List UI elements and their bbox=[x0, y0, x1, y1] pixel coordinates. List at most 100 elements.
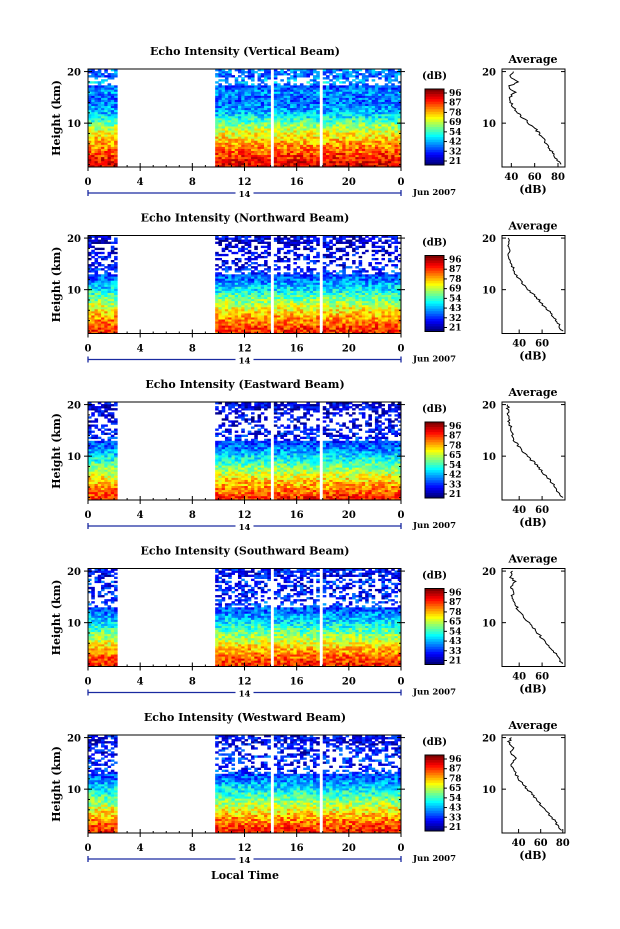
colorbar-step bbox=[425, 142, 444, 146]
x-tick-label: 16 bbox=[290, 177, 304, 188]
x-tick-label: 16 bbox=[290, 510, 304, 521]
colorbar-step bbox=[425, 285, 444, 289]
colorbar-step bbox=[425, 457, 444, 461]
colorbar-step bbox=[425, 132, 444, 135]
panel-title: Echo Intensity (Westward Beam) bbox=[144, 711, 346, 724]
y-axis-label: Height (km) bbox=[50, 413, 63, 489]
colorbar-step bbox=[425, 593, 444, 597]
average-x-tick-label: 40 bbox=[512, 672, 526, 683]
colorbar-step bbox=[425, 803, 444, 807]
x-tick-label: 12 bbox=[238, 344, 252, 355]
colorbar-step bbox=[425, 323, 444, 327]
colorbar-tick-label: 21 bbox=[449, 657, 462, 667]
date-label: Jun 2007 bbox=[412, 854, 456, 864]
colorbar-tick-label: 65 bbox=[449, 451, 462, 461]
colorbar-step bbox=[425, 109, 444, 113]
colorbar-tick-label: 96 bbox=[449, 422, 462, 432]
colorbar-step bbox=[425, 775, 444, 779]
date-marker: 14 bbox=[239, 690, 251, 700]
average-x-tick-label: 40 bbox=[512, 339, 526, 350]
colorbar-step bbox=[425, 454, 444, 458]
x-tick-label: 4 bbox=[137, 344, 144, 355]
colorbar-step bbox=[425, 311, 444, 315]
colorbar bbox=[425, 422, 444, 499]
average-title: Average bbox=[507, 719, 557, 732]
colorbar-step bbox=[425, 621, 444, 625]
colorbar-step bbox=[425, 449, 444, 453]
average-y-tick-label: 20 bbox=[482, 68, 496, 79]
colorbar-step bbox=[425, 772, 444, 776]
colorbar-step bbox=[425, 162, 444, 166]
x-tick-label: 0 bbox=[85, 177, 92, 188]
average-frame bbox=[501, 68, 566, 168]
colorbar-step bbox=[425, 601, 444, 605]
colorbar-step bbox=[425, 808, 444, 812]
average-y-tick-label: 20 bbox=[482, 234, 496, 245]
colorbar-step bbox=[425, 260, 444, 264]
colorbar-step bbox=[425, 828, 444, 832]
average-x-tick-label: 40 bbox=[512, 838, 526, 849]
colorbar-step bbox=[425, 654, 444, 658]
date-marker: 14 bbox=[239, 357, 251, 367]
colorbar-step bbox=[425, 106, 444, 110]
date-label: Jun 2007 bbox=[412, 521, 456, 531]
average-x-label: (dB) bbox=[519, 849, 546, 862]
colorbar-tick-label: 42 bbox=[449, 471, 462, 481]
colorbar-step bbox=[425, 119, 444, 123]
y-tick-label: 20 bbox=[67, 234, 81, 245]
colorbar-step bbox=[425, 293, 444, 297]
average-y-tick-label: 10 bbox=[482, 119, 496, 130]
average-title: Average bbox=[507, 553, 557, 566]
colorbar-step bbox=[425, 280, 444, 284]
colorbar-step bbox=[425, 437, 444, 441]
y-tick-label: 10 bbox=[67, 286, 81, 297]
colorbar-step bbox=[425, 255, 444, 259]
colorbar-step bbox=[425, 490, 444, 494]
colorbar-step bbox=[425, 313, 444, 317]
colorbar-step bbox=[425, 270, 444, 274]
average-profile-line bbox=[507, 237, 564, 332]
colorbar-step bbox=[425, 144, 444, 148]
colorbar-step bbox=[425, 99, 444, 103]
colorbar-tick-label: 69 bbox=[449, 285, 462, 295]
colorbar-step bbox=[425, 757, 444, 761]
colorbar-title: (dB) bbox=[422, 737, 447, 748]
colorbar-step bbox=[425, 588, 444, 592]
echo-panel-1: Echo Intensity (Vertical Beam) 10 20 Height… bbox=[50, 45, 566, 200]
colorbar-step bbox=[425, 321, 444, 325]
y-tick-label: 10 bbox=[67, 785, 81, 796]
x-tick-label: 8 bbox=[189, 510, 196, 521]
colorbar-tick-label: 21 bbox=[449, 490, 462, 500]
colorbar-tick-label: 21 bbox=[449, 157, 462, 167]
panel-title: Echo Intensity (Northward Beam) bbox=[141, 212, 350, 225]
colorbar-title: (dB) bbox=[422, 71, 447, 82]
colorbar-step bbox=[425, 288, 444, 292]
x-tick-label: 0 bbox=[398, 177, 405, 188]
x-tick-label: 20 bbox=[342, 510, 356, 521]
colorbar-step bbox=[425, 820, 444, 824]
colorbar-step bbox=[425, 782, 444, 786]
colorbar-step bbox=[425, 326, 444, 330]
colorbar-step bbox=[425, 429, 444, 433]
colorbar-step bbox=[425, 308, 444, 312]
colorbar-tick-label: 33 bbox=[449, 813, 462, 823]
colorbar-tick-label: 54 bbox=[449, 627, 462, 637]
colorbar-tick-label: 96 bbox=[449, 589, 462, 599]
colorbar-step bbox=[425, 447, 444, 451]
average-x-tick-label: 60 bbox=[535, 672, 549, 683]
y-tick-label: 20 bbox=[67, 734, 81, 745]
colorbar-step bbox=[425, 452, 444, 456]
x-tick-label: 12 bbox=[238, 177, 252, 188]
x-tick-label: 0 bbox=[85, 510, 92, 521]
date-marker: 14 bbox=[239, 523, 251, 533]
colorbar-step bbox=[425, 152, 444, 156]
colorbar-tick-label: 78 bbox=[449, 275, 462, 285]
colorbar-step bbox=[425, 147, 444, 151]
colorbar-step bbox=[425, 154, 444, 158]
average-x-tick-label: 40 bbox=[504, 172, 518, 183]
colorbar-step bbox=[425, 616, 444, 620]
colorbar-step bbox=[425, 460, 444, 463]
x-tick-label: 20 bbox=[342, 344, 356, 355]
colorbar-step bbox=[425, 275, 444, 279]
y-axis-label: Height (km) bbox=[50, 247, 63, 323]
